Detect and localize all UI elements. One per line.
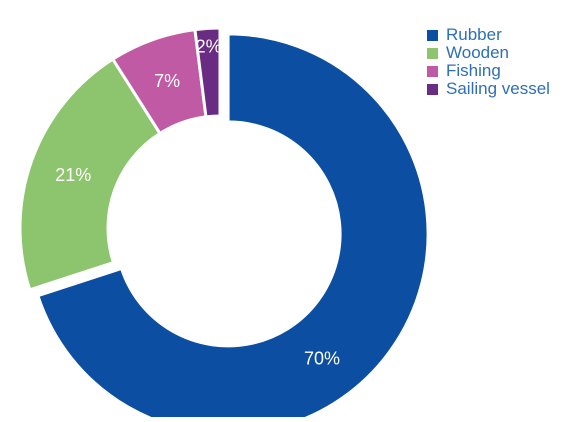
chart-legend: Rubber Wooden Fishing Sailing vessel (427, 26, 550, 98)
legend-swatch (427, 65, 438, 77)
legend-swatch (427, 29, 438, 41)
pie-slice-sailing-vessel (193, 26, 222, 119)
legend-label: Fishing (446, 61, 501, 80)
legend-swatch (427, 83, 438, 95)
data-label: 7% (154, 71, 180, 91)
data-label: 21% (55, 165, 91, 185)
legend-item: Wooden (427, 44, 550, 62)
pie-slice-rubber (35, 32, 430, 422)
data-label: 2% (196, 36, 222, 56)
pie-slice-wooden (18, 57, 163, 292)
legend-item: Fishing (427, 62, 550, 80)
data-label: 70% (304, 348, 340, 368)
legend-swatch (427, 47, 438, 59)
legend-label: Sailing vessel (446, 79, 550, 98)
legend-label: Rubber (446, 25, 502, 44)
legend-item: Rubber (427, 26, 550, 44)
legend-item: Sailing vessel (427, 80, 550, 98)
legend-label: Wooden (446, 43, 510, 62)
